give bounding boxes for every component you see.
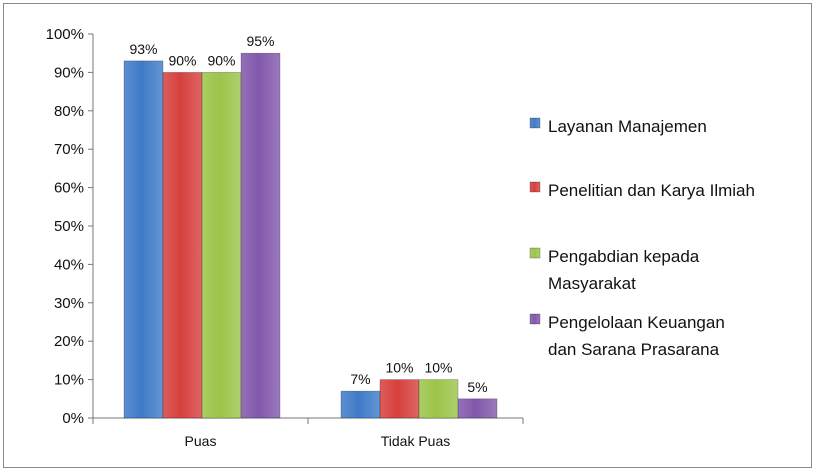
bar-penelitian-dan-karya-ilmiah-tidak-puas (380, 380, 419, 418)
bar-layanan-manajemen-tidak-puas (341, 391, 380, 418)
bar-layanan-manajemen-puas (124, 61, 163, 418)
legend-item-pengabdian-kepada-masyarakat: Pengabdian kepada Masyarakat (530, 247, 700, 293)
legend-swatch (530, 314, 540, 324)
y-tick-label: 20% (54, 333, 84, 350)
legend-item-layanan-manajemen: Layanan Manajemen (530, 117, 707, 136)
legend-label: Pengelolaan Keuangan (548, 313, 725, 332)
data-label: 10% (385, 360, 413, 376)
legend-swatch (530, 248, 540, 258)
y-tick-label: 50% (54, 218, 84, 235)
bar-pengabdian-kepada-masyarakat-tidak-puas (419, 380, 458, 418)
y-tick-label: 90% (54, 64, 84, 81)
legend-swatch (530, 182, 540, 192)
legend-item-pengelolaan-keuangan-dan-sarana-prasarana: Pengelolaan Keuangan dan Sarana Prasarana (530, 313, 725, 359)
legend-label: Layanan Manajemen (548, 117, 707, 136)
data-label: 10% (424, 360, 452, 376)
data-label: 95% (246, 33, 274, 49)
bar-pengelolaan-keuangan-dan-sarana-prasarana-puas (241, 53, 280, 418)
x-category-label: Puas (185, 433, 217, 449)
y-tick-label: 0% (62, 410, 84, 427)
legend-label: Penelitian dan Karya Ilmiah (548, 181, 755, 200)
legend: Layanan Manajemen Penelitian dan Karya Il… (530, 117, 755, 359)
y-tick-label: 60% (54, 180, 84, 197)
bar-pengabdian-kepada-masyarakat-puas (202, 72, 241, 418)
bar-pengelolaan-keuangan-dan-sarana-prasarana-tidak-puas (458, 399, 497, 418)
data-label: 7% (350, 371, 370, 387)
legend-swatch (530, 118, 540, 128)
data-label: 90% (168, 52, 196, 68)
y-tick-label: 70% (54, 141, 84, 158)
legend-label: dan Sarana Prasarana (548, 340, 720, 359)
data-label: 5% (467, 379, 487, 395)
legend-item-penelitian-dan-karya-ilmiah: Penelitian dan Karya Ilmiah (530, 181, 755, 200)
legend-label: Masyarakat (548, 274, 636, 293)
y-tick-label: 10% (54, 372, 84, 389)
y-tick-label: 100% (46, 26, 84, 43)
data-label: 93% (129, 41, 157, 57)
x-category-label: Tidak Puas (381, 433, 451, 449)
y-tick-label: 40% (54, 256, 84, 273)
y-tick-label: 30% (54, 295, 84, 312)
bar-penelitian-dan-karya-ilmiah-puas (163, 72, 202, 418)
legend-label: Pengabdian kepada (548, 247, 700, 266)
data-label: 90% (207, 52, 235, 68)
y-tick-label: 80% (54, 103, 84, 120)
